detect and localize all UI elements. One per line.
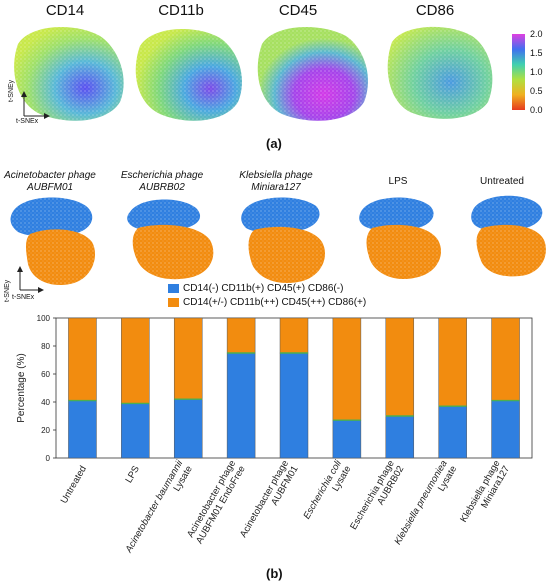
marker-title-cd14: CD14: [45, 2, 85, 19]
bar-blue-0: [68, 400, 97, 459]
legend-swatch-orange: [168, 297, 179, 307]
bar-blue-2: [173, 398, 203, 459]
legend-item-0: CD14(-) CD11b(+) CD45(+) CD86(-): [168, 281, 366, 295]
bar-orange-8: [491, 317, 520, 401]
group-title-2-line2: Miniara127: [251, 182, 301, 193]
tsne-cd14: [14, 26, 124, 121]
tsne-cd11b: [135, 28, 242, 121]
marker-title-cd86: CD86: [415, 2, 455, 19]
group-title-1-line2: AUBRB02: [139, 182, 185, 193]
group-title-1: Escherichia phage AUBRB02: [112, 170, 212, 194]
legend-swatch-blue: [168, 283, 179, 293]
x-label-1-line0: LPS: [123, 464, 142, 485]
marker-title-cd45: CD45: [278, 2, 318, 19]
panel-label-b: (b): [266, 566, 283, 581]
colorbar-tick-0-5: 0.5: [530, 86, 543, 96]
group-title-0: Acinetobacter phage AUBFM01: [0, 170, 100, 194]
y-tick-label-3: 60: [41, 370, 50, 379]
bar-blue-4: [279, 352, 309, 459]
colorbar: [512, 34, 525, 110]
tsne-marker-plots: [14, 26, 525, 121]
tsne-x-label-a: t-SNEx: [16, 118, 39, 125]
y-tick-label-1: 20: [41, 426, 50, 435]
bar-orange-5: [332, 317, 362, 421]
colorbar-tick-1-5: 1.5: [530, 48, 543, 58]
legend-item-1: CD14(+/-) CD11b(++) CD45(++) CD86(+): [168, 295, 366, 309]
panel-label-a: (a): [266, 136, 282, 151]
tsne-cluster-plots: [10, 195, 546, 293]
tsne-cluster-miniara127: [241, 197, 325, 284]
group-title-3: LPS: [348, 176, 448, 188]
bar-blue-1: [121, 403, 150, 459]
bar-blue-8: [491, 400, 520, 459]
y-tick-label-4: 80: [41, 342, 50, 351]
tsne-cluster-aubrb02: [127, 199, 214, 280]
tsne-cluster-lps: [359, 197, 441, 280]
bar-orange-1: [121, 317, 150, 404]
legend: CD14(-) CD11b(+) CD45(+) CD86(-) CD14(+/…: [168, 281, 366, 309]
x-label-0: Untreated: [59, 464, 89, 506]
colorbar-tick-2-0: 2.0: [530, 29, 543, 39]
bar-blue-3: [226, 352, 256, 459]
x-label-1: LPS: [123, 464, 142, 485]
group-title-0-line2: AUBFM01: [26, 182, 74, 193]
group-title-1-line1: Escherichia phage: [120, 170, 204, 181]
colorbar-tick-0-0: 0.0: [530, 105, 543, 115]
bar-orange-0: [68, 317, 97, 401]
tsne-cd86: [387, 26, 493, 119]
legend-label-1: CD14(+/-) CD11b(++) CD45(++) CD86(+): [183, 296, 367, 308]
y-tick-label-5: 100: [37, 314, 51, 323]
bar-blue-6: [385, 415, 415, 459]
bar-orange-3: [226, 317, 256, 354]
legend-label-0: CD14(-) CD11b(+) CD45(+) CD86(-): [183, 282, 344, 294]
group-title-4: Untreated: [452, 176, 550, 188]
tsne-y-label-b: t-SNEy: [4, 279, 11, 302]
bar-orange-6: [385, 317, 415, 417]
colorbar-tick-1-0: 1.0: [530, 67, 543, 77]
y-tick-label-2: 40: [41, 398, 50, 407]
tsne-cd45: [257, 26, 368, 121]
y-tick-label-0: 0: [46, 454, 51, 463]
bar-blue-7: [438, 405, 467, 459]
group-title-3-line1: LPS: [388, 176, 408, 187]
tsne-axes-a: [21, 91, 50, 119]
group-title-4-line1: Untreated: [480, 176, 524, 187]
tsne-cluster-untreated: [471, 195, 546, 277]
bar-blue-5: [332, 419, 362, 459]
group-title-2-line1: Klebsiella phage: [239, 170, 313, 181]
group-title-2: Klebsiella phage Miniara127: [226, 170, 326, 194]
y-axis-label: Percentage (%): [16, 353, 27, 422]
x-label-0-line0: Untreated: [59, 464, 89, 506]
group-title-0-line1: Acinetobacter phage: [4, 170, 96, 181]
tsne-x-label-b: t-SNEx: [12, 294, 35, 301]
tsne-y-label-a: t-SNEy: [8, 79, 15, 102]
marker-title-cd11b: CD11b: [158, 2, 204, 19]
tsne-axes-b: [17, 266, 44, 293]
bar-orange-2: [173, 317, 203, 400]
bar-orange-4: [279, 317, 309, 354]
bar-orange-7: [438, 317, 467, 407]
stacked-bar-chart: 0 20 40 60 80 100 Percentage (%) Untreated LPS Ac…: [16, 314, 533, 555]
tsne-cluster-aubfm01: [10, 197, 96, 286]
